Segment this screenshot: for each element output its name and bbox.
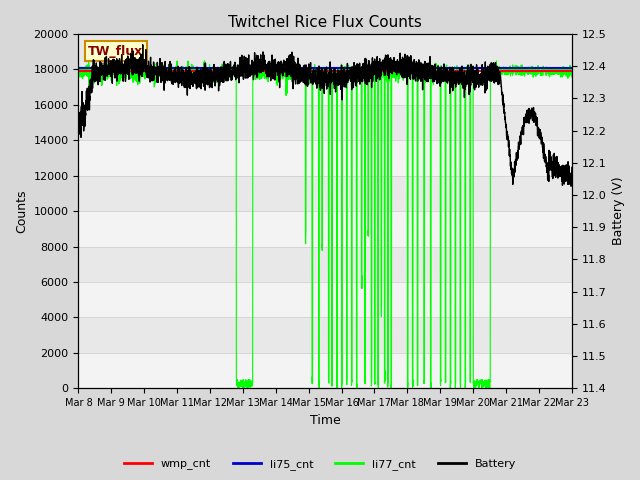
- Bar: [79, 140, 572, 176]
- Title: Twitchel Rice Flux Counts: Twitchel Rice Flux Counts: [228, 15, 422, 30]
- Bar: [79, 70, 572, 105]
- Text: TW_flux: TW_flux: [88, 45, 143, 58]
- Bar: [79, 353, 572, 388]
- Y-axis label: Battery (V): Battery (V): [612, 177, 625, 245]
- Y-axis label: Counts: Counts: [15, 190, 28, 233]
- Bar: [79, 211, 572, 247]
- X-axis label: Time: Time: [310, 414, 340, 427]
- Bar: [79, 282, 572, 317]
- Legend: wmp_cnt, li75_cnt, li77_cnt, Battery: wmp_cnt, li75_cnt, li77_cnt, Battery: [120, 455, 520, 474]
